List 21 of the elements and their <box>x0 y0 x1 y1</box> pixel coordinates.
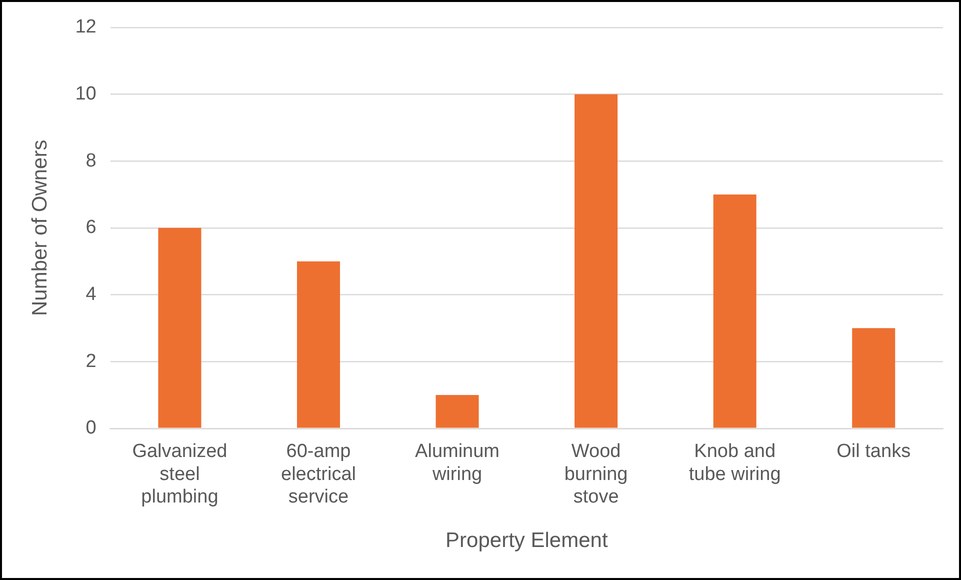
x-tick-label: Galvanized steel plumbing <box>132 441 228 508</box>
y-tick-label: 2 <box>86 350 96 372</box>
y-tick-label: 6 <box>86 217 96 238</box>
x-tick-label: Oil tanks <box>836 441 911 462</box>
x-tick-label: Knob and tube wiring <box>688 441 781 485</box>
y-tick-label: 12 <box>75 16 96 38</box>
y-tick-label: 10 <box>75 83 96 104</box>
x-tick-label: Aluminum wiring <box>415 441 500 485</box>
bar <box>296 261 340 428</box>
x-tick-label: Wood burning stove <box>564 441 628 508</box>
bar <box>852 328 896 428</box>
x-tick-label: 60-amp electrical service <box>281 441 356 508</box>
bar <box>158 228 202 428</box>
bar <box>436 394 479 428</box>
x-axis-title: Property Element <box>446 529 608 552</box>
bar <box>574 94 618 428</box>
bar <box>713 194 756 428</box>
y-tick-label: 8 <box>86 150 96 172</box>
y-tick-label: 4 <box>86 284 97 305</box>
y-axis-title: Number of Owners <box>28 140 52 316</box>
y-tick-label: 0 <box>86 418 96 439</box>
